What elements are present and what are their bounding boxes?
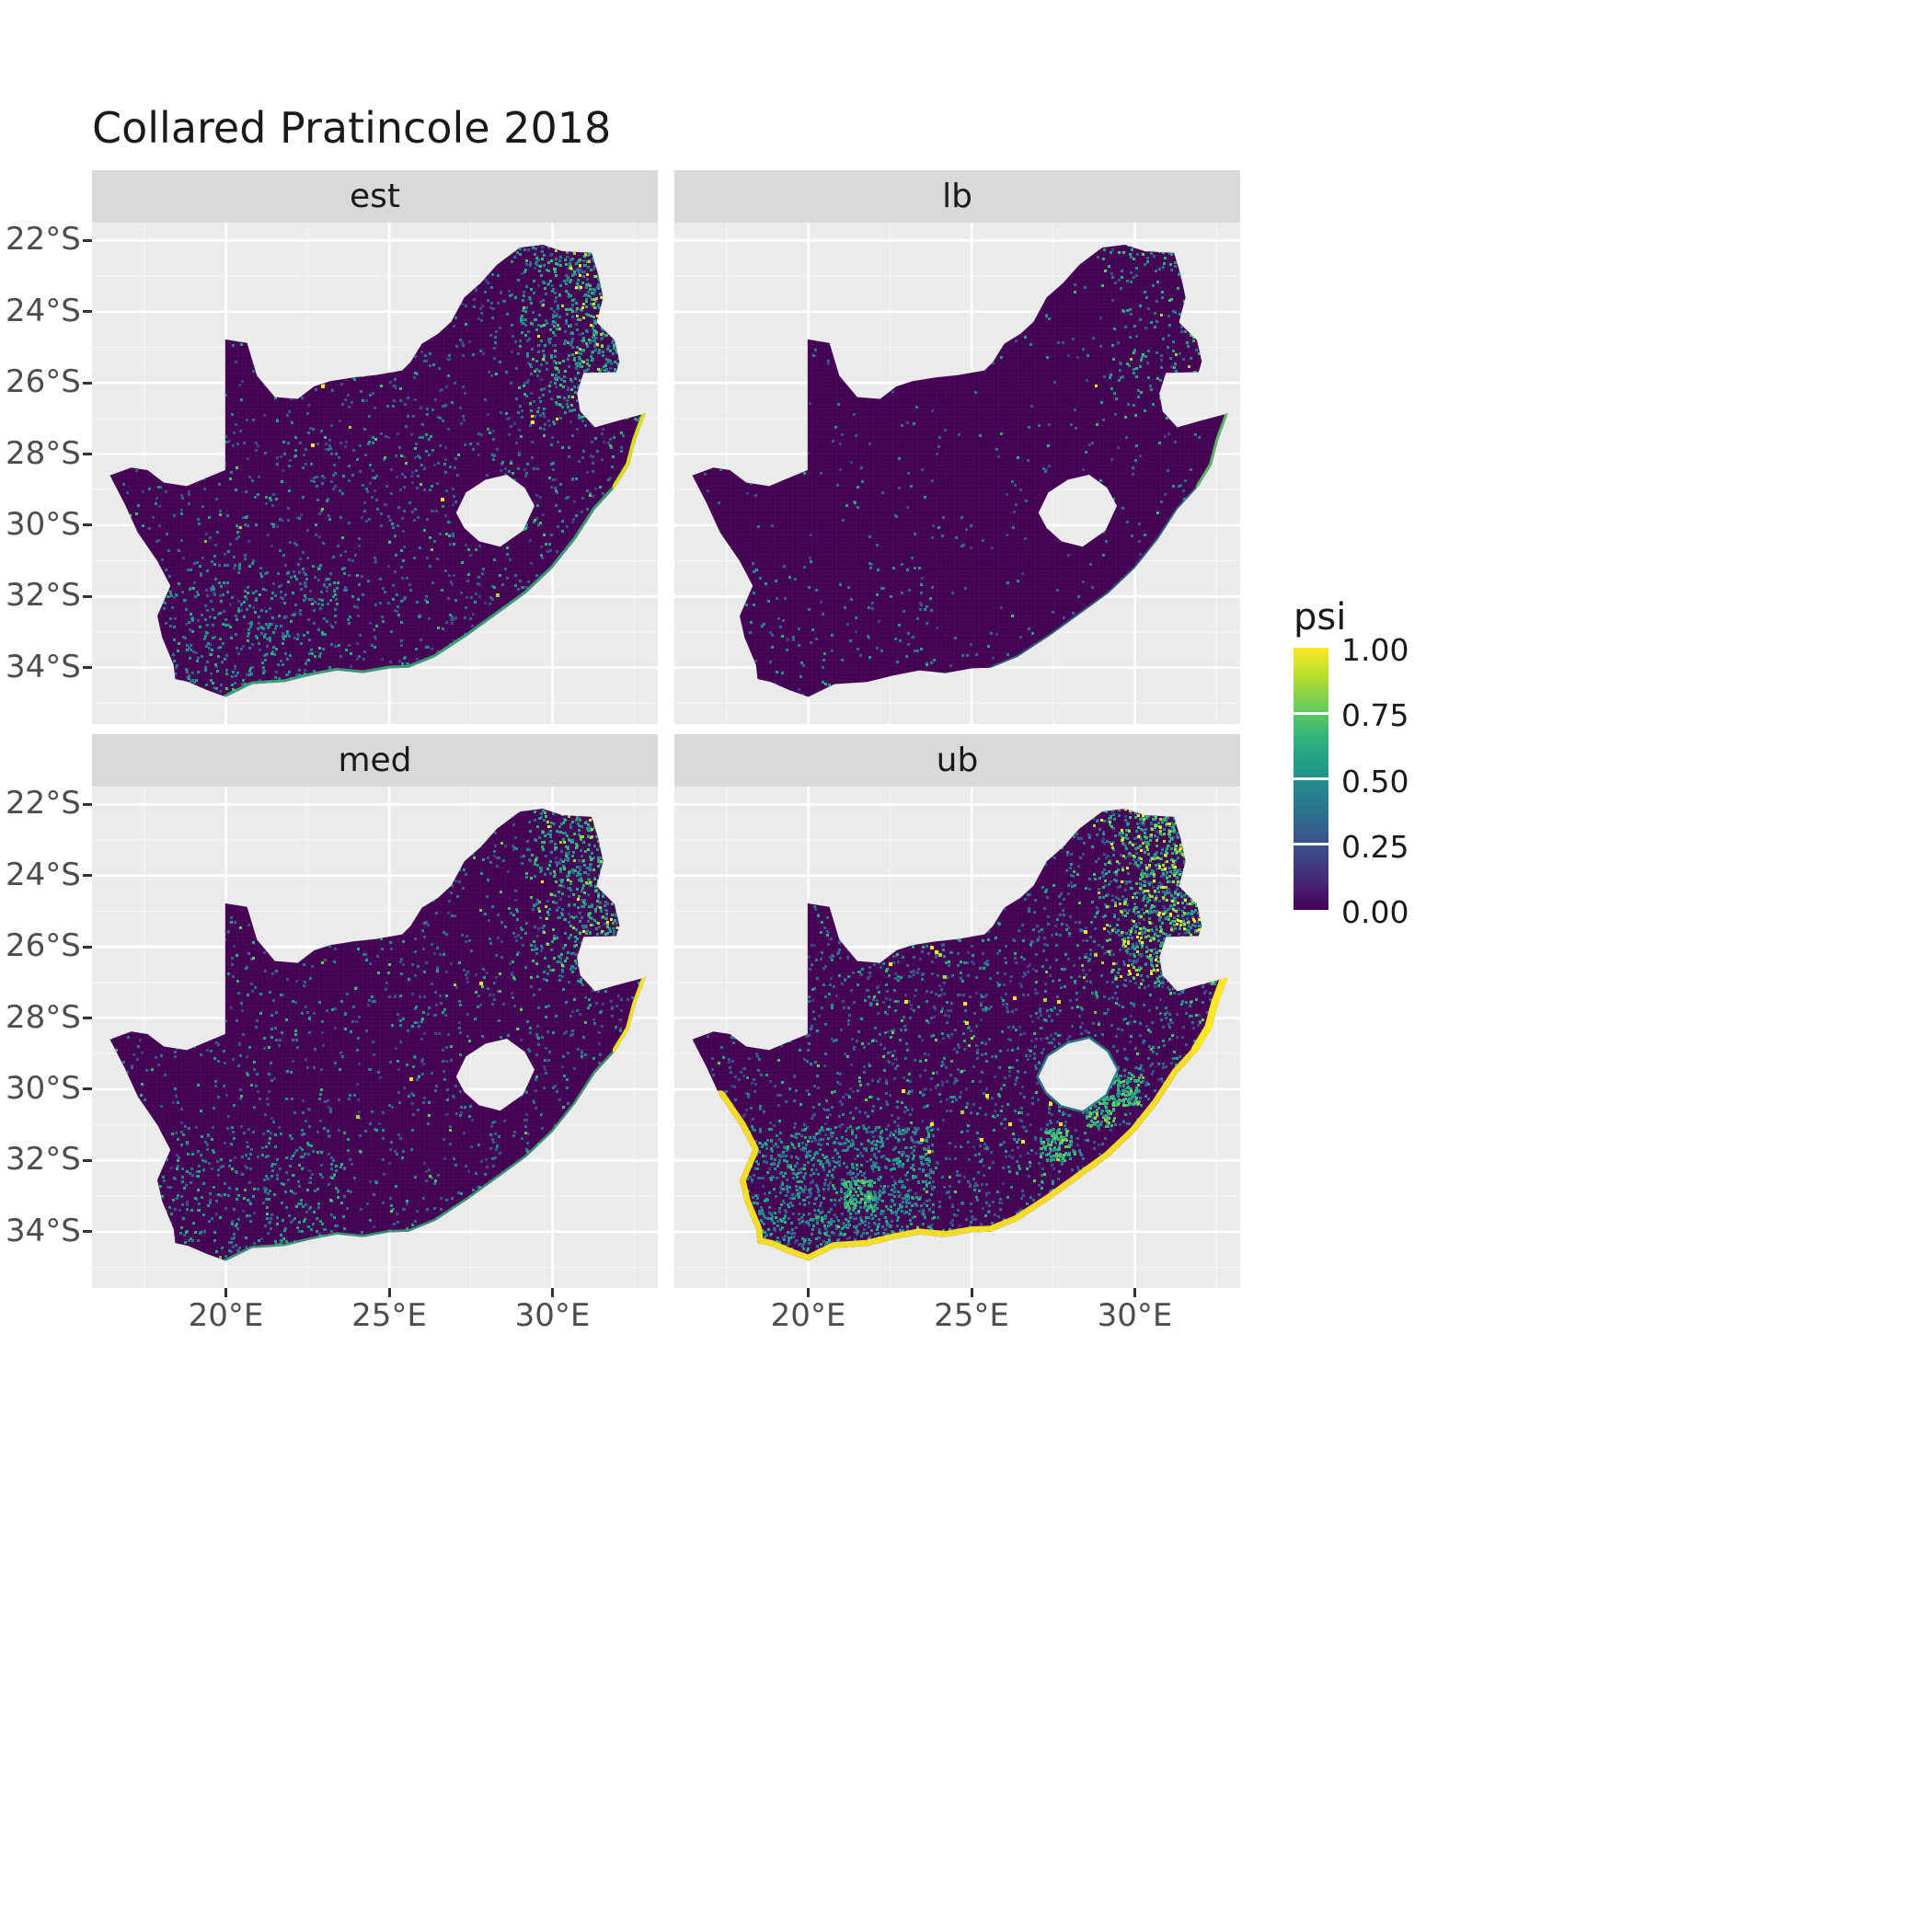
y-axis-label: 24°S [6,856,81,893]
y-axis-label: 26°S [6,927,81,965]
x-axis-label: 20°E [770,1297,846,1334]
legend-tick-mark [1294,843,1328,846]
facet-strip-est: est [92,170,658,223]
x-axis-tick [551,1288,555,1297]
x-axis-label: 25°E [351,1297,427,1334]
legend-tick-mark [1294,711,1328,715]
x-axis-tick [970,1288,973,1297]
facet-strip-lb: lb [674,170,1240,223]
legend-title: psi [1294,596,1347,638]
legend-tick-mark [1294,777,1328,780]
y-axis-tick [83,1017,92,1020]
legend-tick-label: 0.25 [1341,829,1409,865]
x-axis-label: 20°E [188,1297,264,1334]
y-axis-tick [83,523,92,527]
y-axis-tick [83,453,92,456]
facet-strip-med: med [92,734,658,787]
y-axis-tick [83,1087,92,1091]
y-axis-tick [83,874,92,878]
y-axis-label: 22°S [6,785,81,822]
facet-panel-ub [674,787,1240,1288]
y-axis-label: 28°S [6,998,81,1036]
y-axis-tick [83,381,92,385]
y-axis-label: 30°S [6,1069,81,1107]
facet-strip-label-med: med [338,742,412,779]
facet-strip-label-ub: ub [936,742,979,779]
y-axis-label: 32°S [6,577,81,615]
y-axis-tick [83,666,92,670]
x-axis-tick [224,1288,228,1297]
y-axis-tick [83,802,92,806]
facet-panel-est [92,223,658,724]
plot-title: Collared Pratincole 2018 [92,103,612,153]
y-axis-tick [83,1230,92,1234]
facet-strip-label-est: est [349,178,401,215]
y-axis-label: 22°S [6,221,81,259]
y-axis-label: 28°S [6,434,81,472]
facet-panel-lb [674,223,1240,724]
x-axis-label: 30°E [1097,1297,1173,1334]
y-axis-tick [83,1158,92,1162]
x-axis-tick [807,1288,811,1297]
facet-strip-ub: ub [674,734,1240,787]
x-axis-tick [1133,1288,1137,1297]
y-axis-label: 24°S [6,292,81,329]
y-axis-label: 32°S [6,1141,81,1179]
legend-tick-label: 0.00 [1341,894,1409,930]
y-axis-tick [83,945,92,949]
facet-panel-med [92,787,658,1288]
y-axis-tick [83,594,92,598]
legend-tick-label: 0.75 [1341,697,1409,733]
y-axis-label: 34°S [6,1212,81,1249]
y-axis-tick [83,238,92,242]
y-axis-label: 34°S [6,648,81,685]
y-axis-label: 26°S [6,363,81,401]
facet-strip-label-lb: lb [942,178,972,215]
legend-tick-label: 0.50 [1341,764,1409,799]
y-axis-tick [83,310,92,314]
x-axis-label: 25°E [934,1297,1009,1334]
legend-tick-label: 1.00 [1341,632,1409,668]
y-axis-label: 30°S [6,505,81,543]
x-axis-label: 30°E [514,1297,591,1334]
x-axis-tick [387,1288,391,1297]
